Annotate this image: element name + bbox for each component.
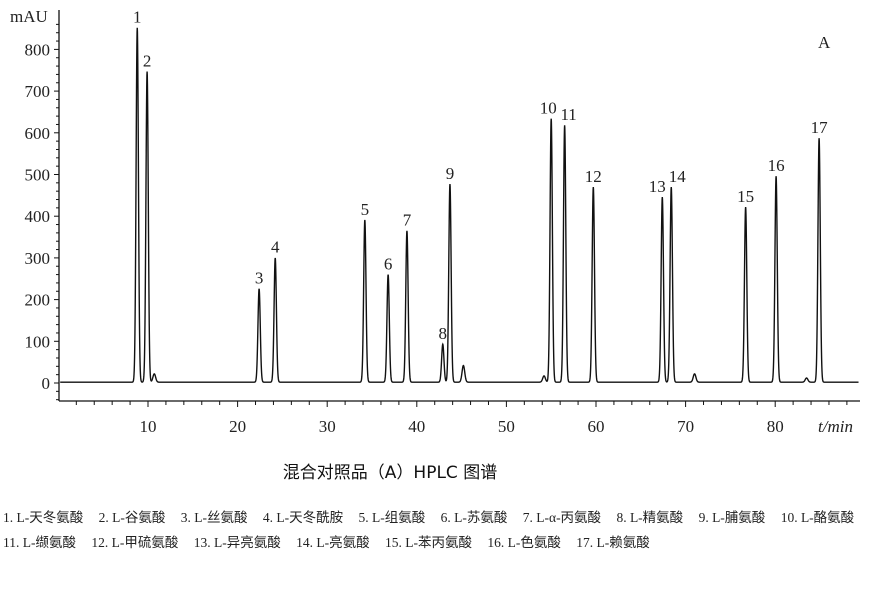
- chromatogram-trace: [60, 27, 859, 383]
- axes: 0 100 200 300 400 500 600 700 800 10 20 30 40 50 60 70 8…: [25, 10, 860, 436]
- legend-item: 14. L-亮氨酸: [296, 535, 370, 550]
- y-tick-label: 100: [25, 332, 51, 351]
- legend-item: 8. L-精氨酸: [616, 510, 684, 525]
- peak-label-10: 10: [540, 98, 557, 117]
- legend-item: 7. L-α-丙氨酸: [522, 510, 602, 525]
- peak-legend: 1. L-天冬氨酸 2. L-谷氨酸 3. L-丝氨酸 4. L-天冬酰胺 5.…: [3, 505, 878, 555]
- y-tick-label: 400: [25, 207, 51, 226]
- y-tick-label: 500: [25, 166, 51, 185]
- y-tick-label: 200: [25, 291, 51, 310]
- peak-label-17: 17: [811, 118, 829, 137]
- x-axis-label: t/min: [818, 417, 853, 436]
- peak-label-8: 8: [439, 324, 448, 343]
- peak-label-4: 4: [271, 238, 280, 257]
- y-tick-label: 700: [25, 82, 51, 101]
- y-tick-label: 600: [25, 124, 51, 143]
- legend-item: 16. L-色氨酸: [487, 535, 561, 550]
- peak-label-12: 12: [585, 167, 602, 186]
- legend-item: 1. L-天冬氨酸: [3, 510, 84, 525]
- legend-item: 17. L-赖氨酸: [576, 535, 650, 550]
- peak-label-3: 3: [255, 269, 264, 288]
- peak-label-13: 13: [649, 177, 666, 196]
- x-tick-label: 20: [229, 417, 246, 436]
- x-tick-label: 40: [408, 417, 425, 436]
- legend-item: 10. L-酪氨酸: [780, 510, 855, 525]
- peak-label-1: 1: [133, 8, 142, 27]
- peak-label-5: 5: [361, 200, 370, 219]
- legend-item: 3. L-丝氨酸: [180, 510, 248, 525]
- legend-item: 6. L-苏氨酸: [440, 510, 508, 525]
- x-tick-label: 80: [767, 417, 784, 436]
- legend-item: 2. L-谷氨酸: [98, 510, 166, 525]
- x-tick-label: 50: [498, 417, 515, 436]
- legend-item: 15. L-苯丙氨酸: [385, 535, 472, 550]
- x-tick-label: 30: [319, 417, 336, 436]
- peak-label-9: 9: [446, 164, 455, 183]
- peak-label-15: 15: [737, 187, 754, 206]
- x-tick-label: 60: [588, 417, 605, 436]
- peak-label-16: 16: [768, 156, 785, 175]
- y-tick-label: 800: [25, 40, 51, 59]
- legend-item: 11. L-缬氨酸: [3, 535, 76, 550]
- legend-item: 12. L-甲硫氨酸: [91, 535, 179, 550]
- panel-label: A: [818, 33, 831, 52]
- x-tick-label: 10: [140, 417, 157, 436]
- peak-label-2: 2: [143, 51, 152, 70]
- y-axis-label: mAU: [10, 7, 48, 26]
- x-tick-label: 70: [677, 417, 694, 436]
- peak-label-7: 7: [403, 211, 412, 230]
- peak-label-6: 6: [384, 254, 393, 273]
- legend-item: 5. L-组氨酸: [358, 510, 426, 525]
- legend-item: 13. L-异亮氨酸: [193, 535, 281, 550]
- chart-title: 混合对照品（A）HPLC 图谱: [282, 463, 498, 483]
- y-tick-label: 300: [25, 249, 51, 268]
- y-tick-label: 0: [42, 374, 51, 393]
- legend-item: 4. L-天冬酰胺: [262, 510, 344, 525]
- peak-label-14: 14: [669, 167, 687, 186]
- legend-item: 9. L-脯氨酸: [698, 510, 766, 525]
- peak-label-11: 11: [560, 105, 576, 124]
